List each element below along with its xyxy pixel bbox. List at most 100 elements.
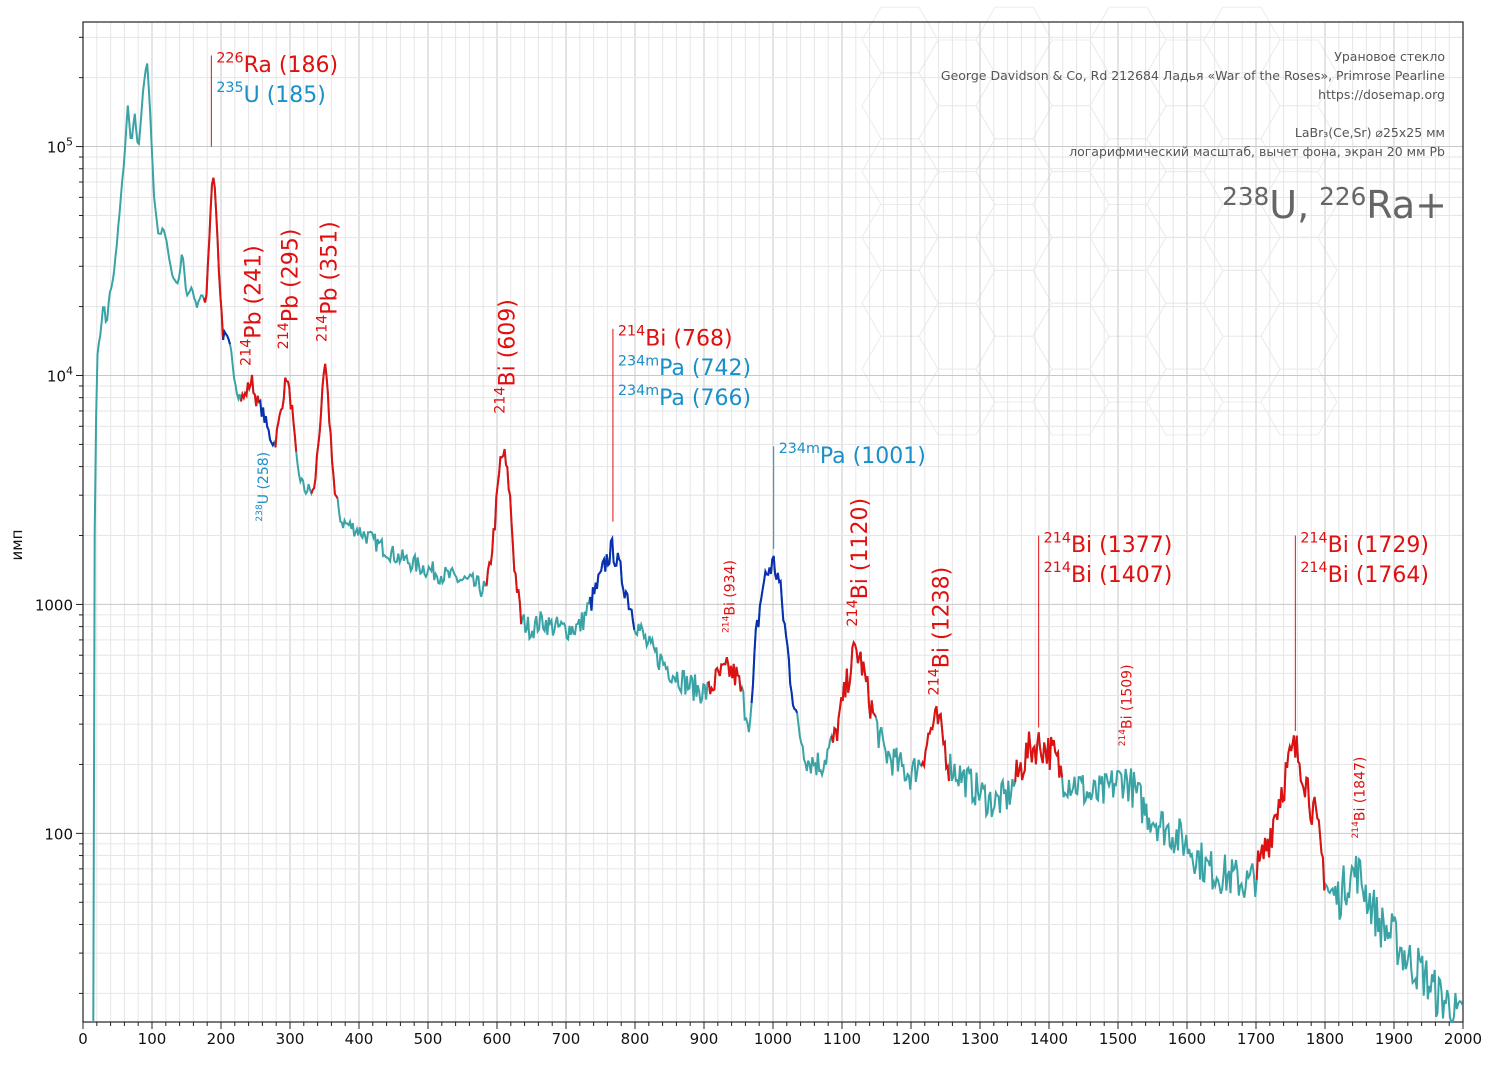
- x-tick-label: 500: [414, 1030, 443, 1048]
- peak-label: 214Bi (1407): [1044, 560, 1173, 588]
- y-tick-label: 105: [47, 136, 73, 157]
- y-tick-label: 104: [47, 364, 73, 385]
- x-tick-label: 900: [690, 1030, 719, 1048]
- hexagon: [1089, 6, 1167, 74]
- uranium-series-segment: [750, 555, 799, 714]
- x-tick-label: 800: [621, 1030, 650, 1048]
- radium-series-segment: [240, 374, 260, 407]
- y-tick-label: 100: [44, 825, 73, 843]
- x-tick-label: 1700: [1237, 1030, 1275, 1048]
- hexagon: [1032, 171, 1110, 238]
- peak-label: 214Bi (1847): [1351, 757, 1368, 839]
- x-tick-label: 1000: [754, 1030, 792, 1048]
- x-tick-label: 1100: [823, 1030, 861, 1048]
- hexagon: [975, 269, 1053, 337]
- axes: 0 100 200 300 400 500 600 700 800 900 1000 1100 1200…: [35, 21, 1482, 1048]
- x-tick-label: 100: [138, 1030, 167, 1048]
- x-tick-label: 600: [483, 1030, 512, 1048]
- peak-label: 238U (258): [255, 452, 272, 522]
- peak-label: 214Bi (768): [618, 324, 733, 352]
- hexagon: [861, 138, 939, 205]
- uranium-series-segment: [589, 535, 636, 630]
- hexagon: [1089, 335, 1167, 403]
- x-tick-label: 700: [552, 1030, 581, 1048]
- radium-series-segment: [1014, 731, 1064, 783]
- title-sup-2: 226: [1319, 182, 1366, 211]
- x-tick-label: 200: [207, 1030, 236, 1048]
- x-tick-label: 300: [276, 1030, 305, 1048]
- hexagon: [918, 368, 996, 436]
- info-panel: Урановое стекло George Davidson & Co, Rd…: [941, 49, 1447, 227]
- title-el-1: U,: [1269, 183, 1309, 227]
- peak-label: 226Ra (186): [216, 50, 338, 78]
- y-axis-label-group: имп: [8, 530, 26, 561]
- uranium-series-segment: [222, 328, 231, 345]
- x-tick-label: 1600: [1168, 1030, 1206, 1048]
- hexagon: [1146, 171, 1224, 238]
- info-line-5: логарифмический масштаб, вычет фона, экр…: [1069, 144, 1445, 159]
- y-tick-label: 1000: [35, 596, 73, 614]
- x-tick-label: 400: [345, 1030, 374, 1048]
- x-tick-label: 1300: [961, 1030, 999, 1048]
- hexagon: [1146, 302, 1224, 370]
- hexagon: [1032, 105, 1110, 173]
- hexagon: [918, 105, 996, 173]
- hexagon: [975, 138, 1053, 205]
- peak-label: 234mPa (766): [618, 383, 751, 411]
- hexagon: [1089, 269, 1167, 337]
- peak-label: 214Bi (934): [721, 560, 738, 633]
- peak-label: 234mPa (1001): [779, 441, 926, 469]
- peak-label: 235U (185): [216, 80, 326, 108]
- uranium-series-segment: [258, 398, 276, 448]
- radium-series-segment: [706, 656, 743, 695]
- hexagon: [861, 72, 939, 140]
- peak-label: 214Pb (295): [276, 229, 304, 350]
- hexagon: [1260, 302, 1338, 370]
- peak-label: 214Bi (1509): [1118, 664, 1135, 746]
- radium-series-segment: [920, 705, 950, 782]
- x-tick-label: 0: [78, 1030, 88, 1048]
- hexagon: [918, 236, 996, 304]
- hexagon: [1032, 236, 1110, 304]
- hexagon: [1146, 105, 1224, 173]
- title-el-2: Ra+: [1366, 183, 1447, 227]
- radium-series-segment: [830, 640, 877, 743]
- info-line-2: George Davidson & Co, Rd 212684 Ладья «W…: [941, 68, 1445, 83]
- peak-label: 214Bi (1120): [845, 498, 873, 627]
- peak-label: 214Bi (1238): [926, 567, 954, 696]
- hexagon: [975, 335, 1053, 403]
- peak-annotations: 226Ra (186)235U (185) 214Pb (241) 214Pb (2…: [210, 50, 1429, 839]
- x-tick-label: 2000: [1444, 1030, 1482, 1048]
- radium-series-segment: [310, 363, 339, 499]
- peak-label: 234mPa (742): [618, 353, 751, 381]
- hexagon: [1260, 236, 1338, 304]
- radium-series-segment: [485, 448, 523, 625]
- x-tick-label: 1900: [1375, 1030, 1413, 1048]
- info-line-1: Урановое стекло: [1334, 49, 1445, 64]
- radium-series-segment: [202, 177, 225, 341]
- info-line-4: LaBr₃(Ce,Sr) ⌀25x25 мм: [1295, 125, 1445, 140]
- hexagon: [1032, 368, 1110, 436]
- peak-label: 214Bi (1729): [1300, 530, 1429, 558]
- hexagon: [1032, 302, 1110, 370]
- hexagon: [1146, 236, 1224, 304]
- radium-series-segment: [274, 377, 298, 452]
- hexagon: [918, 171, 996, 238]
- radium-series-segment: [1255, 735, 1326, 891]
- peak-label: 214Pb (241): [239, 245, 267, 366]
- x-tick-label: 1400: [1030, 1030, 1068, 1048]
- peak-label: 214Pb (351): [314, 221, 342, 342]
- peak-label: 214Bi (1764): [1300, 560, 1429, 588]
- y-axis-label: имп: [8, 530, 26, 561]
- hexagon: [861, 6, 939, 74]
- hexagon: [1146, 368, 1224, 436]
- peak-label: 214Bi (1377): [1044, 530, 1173, 558]
- hexagon: [975, 6, 1053, 74]
- hexagon: [1260, 368, 1338, 436]
- x-tick-label: 1200: [892, 1030, 930, 1048]
- spectrum-curves: [92, 63, 1464, 1023]
- isotope-title: 238U, 226Ra+: [1222, 182, 1447, 227]
- x-tick-label: 1500: [1099, 1030, 1137, 1048]
- hexagon: [861, 269, 939, 337]
